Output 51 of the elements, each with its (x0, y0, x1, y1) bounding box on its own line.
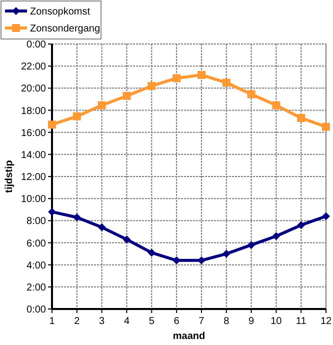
point (172, 74, 181, 82)
y-tick-label: 2:00 (26, 282, 46, 294)
point (297, 221, 306, 230)
x-tick-label: 3 (99, 316, 106, 327)
y-tick-label: 0:00 (26, 40, 46, 50)
point (272, 101, 280, 110)
point (297, 114, 306, 122)
y-tick-label: 6:00 (26, 238, 46, 250)
point (322, 122, 330, 131)
point (48, 208, 56, 216)
point (222, 250, 230, 258)
point (272, 232, 280, 240)
point (122, 92, 131, 100)
point (98, 223, 106, 232)
point (222, 78, 230, 87)
y-tick-label: 16:00 (20, 128, 46, 139)
y-tick-label: 18:00 (20, 106, 46, 117)
point (247, 90, 256, 98)
point (72, 213, 81, 222)
point (148, 82, 156, 90)
x-tick-label: 2 (74, 316, 80, 327)
point (48, 120, 56, 129)
y-tick-label: 0:00 (26, 304, 46, 316)
x-tick-label: 10 (270, 316, 282, 327)
x-tick-label: 1 (49, 316, 56, 327)
x-tick-label: 6 (174, 316, 180, 327)
y-tick-label: 10:00 (20, 194, 46, 206)
point (98, 101, 106, 110)
y-tick-label: 22:00 (20, 62, 46, 73)
point (148, 248, 156, 257)
y-axis-title: tijdstip (4, 160, 15, 193)
point (322, 212, 330, 220)
x-axis-title: maand (172, 331, 206, 342)
x-tick-label: 4 (124, 316, 130, 327)
y-tick-label: 4:00 (26, 260, 46, 272)
legend-label: Zonsondergang (30, 24, 100, 34)
x-tick-label: 12 (320, 316, 332, 327)
point (247, 240, 256, 249)
legend-label: Zonsopkomst (30, 6, 90, 18)
point (72, 112, 81, 120)
y-tick-label: 14:00 (20, 150, 46, 161)
y-tick-label: 20:00 (20, 84, 46, 95)
x-tick-label: 7 (198, 316, 205, 327)
x-tick-label: 5 (148, 316, 155, 327)
y-tick-label: 12:00 (20, 172, 46, 183)
y-tick-label: 8:00 (26, 216, 46, 228)
x-tick-label: 11 (296, 316, 307, 327)
point (122, 235, 131, 244)
x-tick-label: 9 (248, 316, 254, 327)
point (197, 70, 206, 79)
x-tick-label: 8 (224, 316, 230, 327)
